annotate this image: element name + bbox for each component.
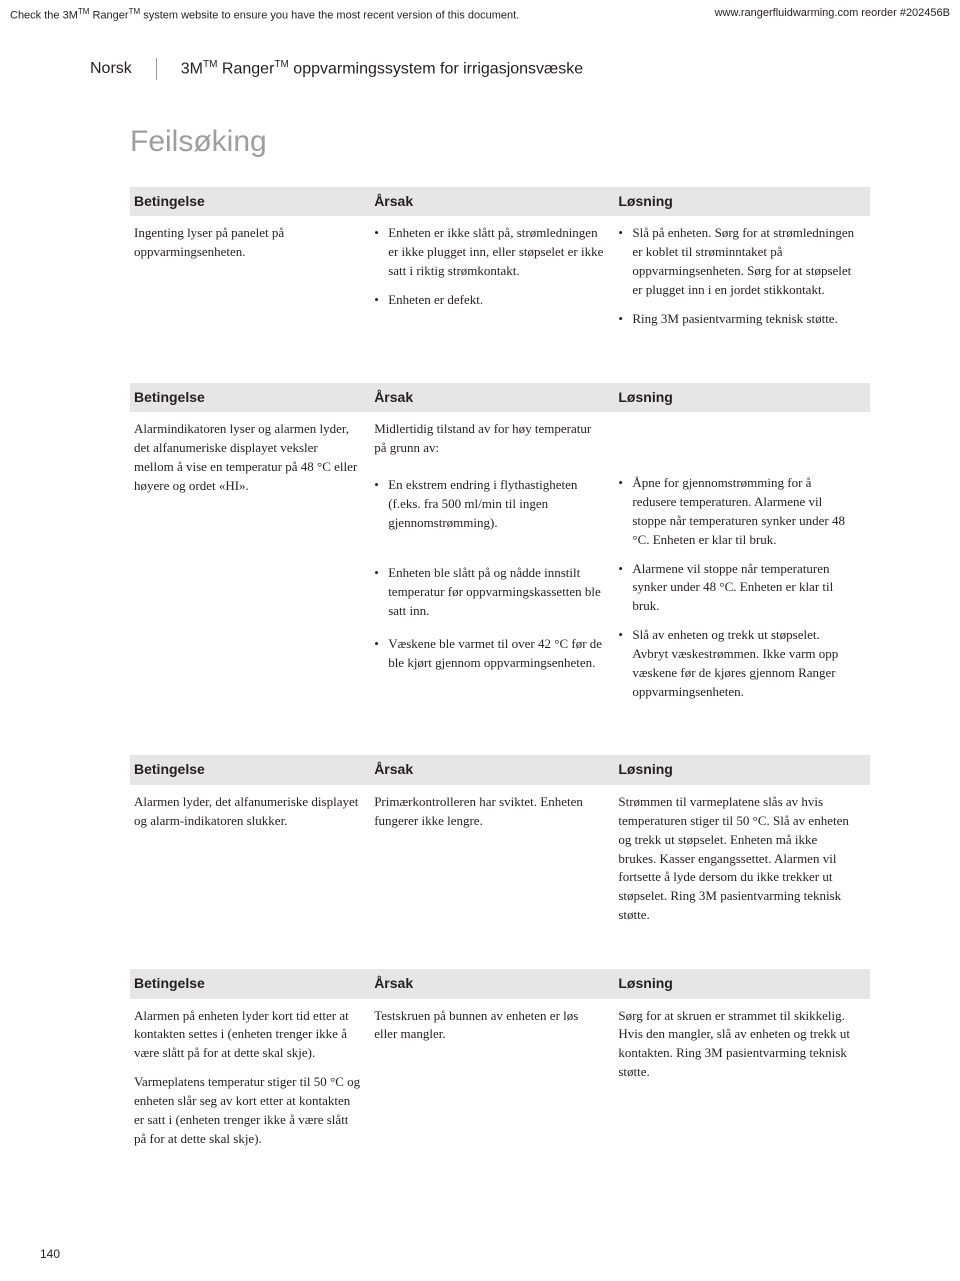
- cause-cell: Testskruen på bunnen av enheten er løs e…: [374, 1007, 618, 1159]
- page-number: 140: [40, 1247, 60, 1261]
- solution-item: Slå av enheten og trekk ut støpselet. Av…: [618, 626, 856, 701]
- condition-para: Varmeplatens temperatur stiger til 50 °C…: [134, 1073, 360, 1148]
- col-cause-header: Årsak: [374, 187, 618, 217]
- language-label: Norsk: [90, 58, 132, 80]
- cause-cell: Midlertidig tilstand av for høy temperat…: [374, 420, 618, 721]
- tm-mark: TM: [78, 7, 90, 16]
- text: Check the 3M: [10, 10, 78, 22]
- condition-cell: Alarmindikatoren lyser og alarmen lyder,…: [130, 420, 374, 721]
- text: Ranger: [217, 60, 274, 77]
- condition-cell: Alarmen på enheten lyder kort tid etter …: [130, 1007, 374, 1159]
- tm-mark: TM: [274, 59, 288, 70]
- section-title: Feilsøking: [130, 121, 870, 163]
- col-solution-header: Løsning: [618, 755, 870, 785]
- col-cause-header: Årsak: [374, 969, 618, 999]
- text: oppvarmingssystem for irrigasjonsvæske: [289, 60, 583, 77]
- header-divider: [156, 58, 157, 80]
- col-condition-header: Betingelse: [130, 383, 374, 413]
- col-solution-header: Løsning: [618, 969, 870, 999]
- col-cause-header: Årsak: [374, 383, 618, 413]
- cause-item: Enheten ble slått på og nådde innstilt t…: [374, 564, 604, 621]
- page-top-bar: Check the 3MTM RangerTM system website t…: [0, 0, 960, 28]
- col-condition-header: Betingelse: [130, 755, 374, 785]
- table-row: Alarmindikatoren lyser og alarmen lyder,…: [130, 412, 870, 721]
- solution-item: Alarmene vil stoppe når temperaturen syn…: [618, 560, 856, 617]
- cause-item: Enheten er defekt.: [374, 291, 604, 310]
- cause-item: En ekstrem endring i flythastigheten (f.…: [374, 476, 604, 533]
- cause-cell: Enheten er ikke slått på, strømledningen…: [374, 224, 618, 348]
- text: 3M: [181, 60, 203, 77]
- solution-item: Ring 3M pasientvarming teknisk støtte.: [618, 310, 856, 329]
- solution-cell: Slå på enheten. Sørg for at strømledning…: [618, 224, 870, 348]
- condition-para: Alarmen på enheten lyder kort tid etter …: [134, 1007, 360, 1064]
- table-header-row: Betingelse Årsak Løsning: [130, 755, 870, 785]
- text: system website to ensure you have the mo…: [140, 10, 519, 22]
- tm-mark: TM: [129, 7, 141, 16]
- col-cause-header: Årsak: [374, 755, 618, 785]
- cause-item: Væskene ble varmet til over 42 °C før de…: [374, 635, 604, 673]
- main-content: Feilsøking Betingelse Årsak Løsning Inge…: [0, 91, 960, 1233]
- cause-cell: Primærkontrolleren har sviktet. Enheten …: [374, 793, 618, 935]
- cause-item: Enheten er ikke slått på, strømledningen…: [374, 224, 604, 281]
- tm-mark: TM: [203, 59, 217, 70]
- solution-cell: Sørg for at skruen er strammet til skikk…: [618, 1007, 870, 1159]
- condition-cell: Alarmen lyder, det alfanumeriske display…: [130, 793, 374, 935]
- solution-item: Slå på enheten. Sørg for at strømledning…: [618, 224, 856, 299]
- col-condition-header: Betingelse: [130, 969, 374, 999]
- top-left-note: Check the 3MTM RangerTM system website t…: [10, 6, 519, 24]
- solution-cell: Åpne for gjennomstrømming for å redusere…: [618, 420, 870, 721]
- troubleshoot-table-4: Betingelse Årsak Løsning Alarmen på enhe…: [130, 969, 870, 1159]
- top-right-note: www.rangerfluidwarming.com reorder #2024…: [715, 6, 950, 24]
- table-header-row: Betingelse Årsak Løsning: [130, 383, 870, 413]
- col-condition-header: Betingelse: [130, 187, 374, 217]
- troubleshoot-table-3: Betingelse Årsak Løsning Alarmen lyder, …: [130, 755, 870, 935]
- product-title: 3MTM RangerTM oppvarmingssystem for irri…: [181, 58, 583, 81]
- table-header-row: Betingelse Årsak Løsning: [130, 187, 870, 217]
- table-row: Ingenting lyser på panelet på oppvarming…: [130, 216, 870, 348]
- table-row: Alarmen på enheten lyder kort tid etter …: [130, 999, 870, 1159]
- solution-item: Åpne for gjennomstrømming for å redusere…: [618, 474, 856, 549]
- troubleshoot-table-1: Betingelse Årsak Løsning Ingenting lyser…: [130, 187, 870, 349]
- doc-header: Norsk 3MTM RangerTM oppvarmingssystem fo…: [0, 28, 960, 91]
- cause-intro: Midlertidig tilstand av for høy temperat…: [374, 420, 604, 458]
- page-footer: 140: [0, 1232, 960, 1281]
- col-solution-header: Løsning: [618, 383, 870, 413]
- table-row: Alarmen lyder, det alfanumeriske display…: [130, 785, 870, 935]
- solution-cell: Strømmen til varmeplatene slås av hvis t…: [618, 793, 870, 935]
- troubleshoot-table-2: Betingelse Årsak Løsning Alarmindikatore…: [130, 383, 870, 722]
- text: Ranger: [89, 10, 128, 22]
- col-solution-header: Løsning: [618, 187, 870, 217]
- condition-cell: Ingenting lyser på panelet på oppvarming…: [130, 224, 374, 348]
- table-header-row: Betingelse Årsak Løsning: [130, 969, 870, 999]
